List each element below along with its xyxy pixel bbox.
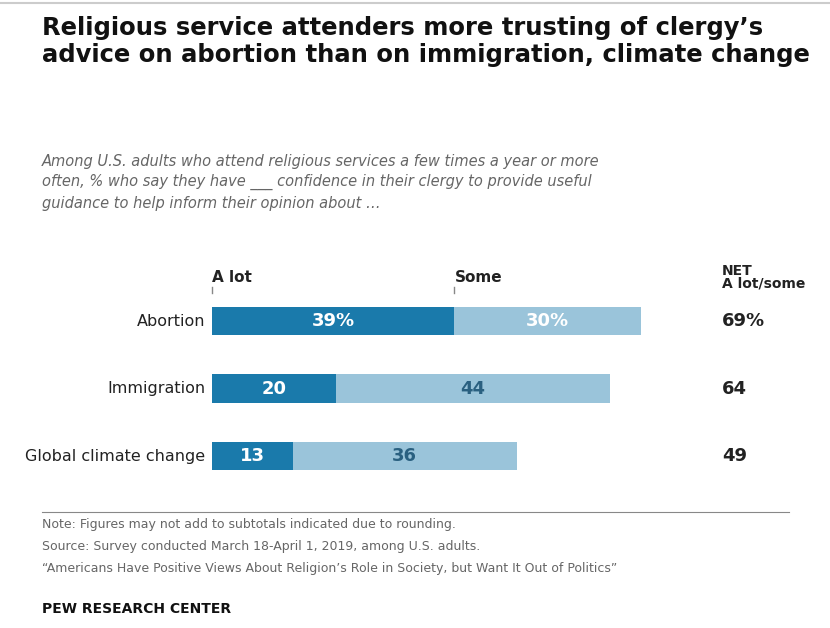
- Text: Abortion: Abortion: [137, 313, 206, 328]
- Text: NET: NET: [722, 264, 753, 278]
- Text: 49: 49: [722, 447, 747, 465]
- Text: 69%: 69%: [722, 312, 765, 330]
- Text: Source: Survey conducted March 18-April 1, 2019, among U.S. adults.: Source: Survey conducted March 18-April …: [42, 540, 480, 553]
- Bar: [455, 307, 642, 335]
- Text: A lot/some: A lot/some: [722, 276, 805, 290]
- Text: Immigration: Immigration: [107, 381, 206, 396]
- Text: Note: Figures may not add to subtotals indicated due to rounding.: Note: Figures may not add to subtotals i…: [42, 518, 456, 531]
- Text: 44: 44: [461, 379, 486, 398]
- Text: “Americans Have Positive Views About Religion’s Role in Society, but Want It Out: “Americans Have Positive Views About Rel…: [42, 562, 617, 575]
- Text: A lot: A lot: [212, 269, 251, 284]
- Text: Some: Some: [455, 269, 502, 284]
- Text: Global climate change: Global climate change: [25, 448, 206, 463]
- Text: 30%: 30%: [526, 312, 569, 330]
- Text: 20: 20: [261, 379, 286, 398]
- Bar: [293, 442, 516, 470]
- Bar: [212, 374, 336, 403]
- Text: PEW RESEARCH CENTER: PEW RESEARCH CENTER: [42, 602, 231, 615]
- Text: 39%: 39%: [311, 312, 354, 330]
- Text: 36: 36: [392, 447, 417, 465]
- Bar: [212, 442, 293, 470]
- Bar: [336, 374, 610, 403]
- Text: 13: 13: [240, 447, 265, 465]
- Text: 64: 64: [722, 379, 747, 398]
- Bar: [212, 307, 455, 335]
- Text: Among U.S. adults who attend religious services a few times a year or more
often: Among U.S. adults who attend religious s…: [42, 154, 599, 211]
- Text: Religious service attenders more trusting of clergy’s
advice on abortion than on: Religious service attenders more trustin…: [42, 16, 809, 67]
